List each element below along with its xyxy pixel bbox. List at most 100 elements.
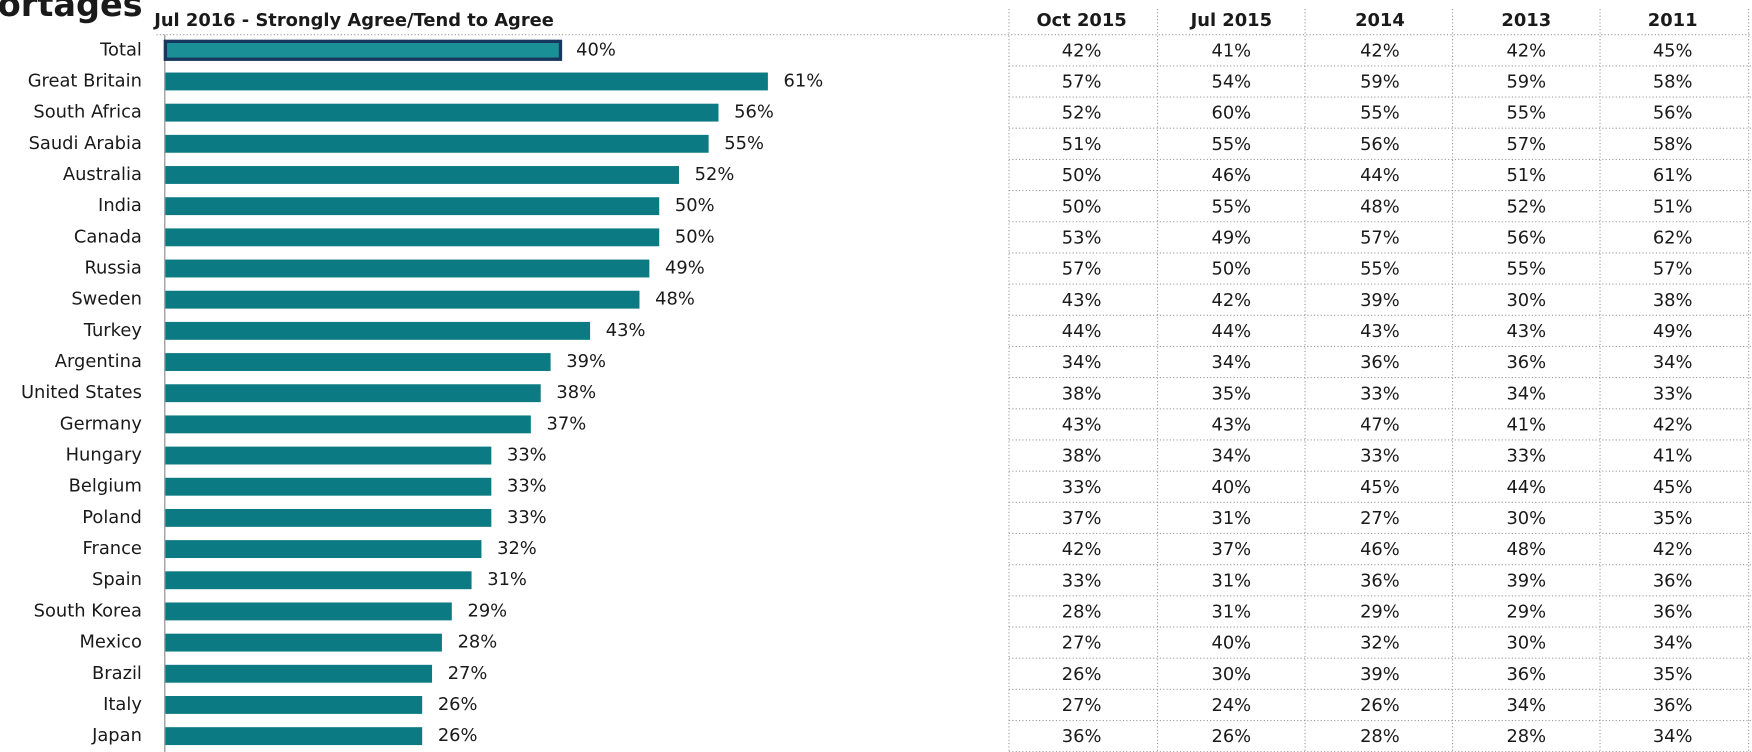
category-label: India <box>98 195 142 216</box>
table-cell: 57% <box>1360 227 1400 248</box>
table-cell: 45% <box>1360 477 1400 498</box>
chart-title: ortages <box>0 0 143 24</box>
value-label: 50% <box>675 195 715 216</box>
table-cell: 39% <box>1506 570 1546 591</box>
table-cell: 34% <box>1211 352 1251 373</box>
value-label: 31% <box>487 569 527 590</box>
value-label: 43% <box>606 320 646 341</box>
table-cell: 51% <box>1506 165 1546 186</box>
table-cell: 26% <box>1062 664 1102 685</box>
value-label: 56% <box>734 102 774 123</box>
table-cell: 36% <box>1360 570 1400 591</box>
bar <box>165 384 541 403</box>
bar <box>163 39 563 61</box>
table-cell: 36% <box>1062 726 1102 747</box>
bar <box>165 696 423 714</box>
table-cell: 34% <box>1062 352 1102 373</box>
table-cell: 58% <box>1653 72 1693 93</box>
value-label: 27% <box>448 663 488 684</box>
category-label: Turkey <box>83 320 143 341</box>
value-label: 32% <box>497 538 537 559</box>
table-cell: 57% <box>1653 259 1693 280</box>
table-cell: 44% <box>1211 321 1251 342</box>
table-cell: 44% <box>1062 321 1102 342</box>
table-cell: 52% <box>1062 103 1102 124</box>
category-label: France <box>83 538 142 559</box>
table-cell: 59% <box>1506 72 1546 93</box>
category-label: Japan <box>91 725 142 746</box>
table-cell: 45% <box>1653 40 1693 61</box>
table-cell: 42% <box>1653 414 1693 435</box>
category-label: United States <box>21 382 142 403</box>
category-label: Mexico <box>80 632 142 653</box>
table-cell: 34% <box>1211 446 1251 467</box>
table-cell: 41% <box>1653 446 1693 467</box>
bar <box>165 477 492 496</box>
table-cell: 30% <box>1506 508 1546 529</box>
table-cell: 34% <box>1506 695 1546 716</box>
bar <box>165 540 482 559</box>
table-cell: 37% <box>1211 539 1251 560</box>
value-label: 55% <box>724 133 764 154</box>
value-label: 48% <box>655 289 695 310</box>
bar <box>165 664 433 683</box>
table-cell: 35% <box>1211 383 1251 404</box>
table-cell: 27% <box>1062 695 1102 716</box>
value-label: 26% <box>438 694 478 715</box>
table-cell: 28% <box>1360 726 1400 747</box>
table-cell: 36% <box>1653 570 1693 591</box>
bar <box>165 166 679 184</box>
bar <box>165 321 591 340</box>
table-cell: 39% <box>1360 664 1400 685</box>
table-cell: 33% <box>1360 383 1400 404</box>
category-label: Great Britain <box>28 70 142 91</box>
category-label: Germany <box>60 413 143 434</box>
table-cell: 40% <box>1211 477 1251 498</box>
value-label: 40% <box>576 39 616 60</box>
column-header: 2013 <box>1501 10 1551 31</box>
category-label: Australia <box>63 164 142 185</box>
table-cell: 51% <box>1062 134 1102 155</box>
column-header: 2011 <box>1648 10 1698 31</box>
table-cell: 61% <box>1653 165 1693 186</box>
category-label: Sweden <box>71 289 142 310</box>
bar <box>165 259 650 278</box>
table-cell: 33% <box>1653 383 1693 404</box>
value-label: 33% <box>507 445 547 466</box>
table-cell: 46% <box>1211 165 1251 186</box>
category-label: Hungary <box>66 445 143 466</box>
table-cell: 55% <box>1506 259 1546 280</box>
table-cell: 38% <box>1062 446 1102 467</box>
category-label: Italy <box>103 694 142 715</box>
table-cell: 55% <box>1506 103 1546 124</box>
table-cell: 27% <box>1360 508 1400 529</box>
category-label: South Korea <box>34 600 142 621</box>
category-label: Poland <box>82 507 142 528</box>
table-cell: 56% <box>1506 227 1546 248</box>
table-cell: 33% <box>1506 446 1546 467</box>
table-cell: 44% <box>1360 165 1400 186</box>
table-cell: 49% <box>1653 321 1693 342</box>
table-cell: 55% <box>1360 259 1400 280</box>
table-cell: 29% <box>1360 602 1400 623</box>
table-cell: 49% <box>1211 227 1251 248</box>
value-label: 33% <box>507 507 547 528</box>
category-label: Belgium <box>69 476 142 497</box>
table-cell: 27% <box>1062 633 1102 654</box>
table-cell: 42% <box>1506 40 1546 61</box>
table-cell: 54% <box>1211 72 1251 93</box>
value-label: 33% <box>507 476 547 497</box>
table-cell: 42% <box>1211 290 1251 311</box>
table-cell: 42% <box>1062 539 1102 560</box>
table-cell: 43% <box>1360 321 1400 342</box>
value-label: 28% <box>458 632 498 653</box>
value-label: 61% <box>784 70 824 91</box>
table-cell: 50% <box>1062 165 1102 186</box>
category-label: Total <box>99 39 142 60</box>
table-cell: 36% <box>1506 352 1546 373</box>
table-cell: 59% <box>1360 72 1400 93</box>
table-cell: 35% <box>1653 508 1693 529</box>
bar <box>165 508 492 527</box>
